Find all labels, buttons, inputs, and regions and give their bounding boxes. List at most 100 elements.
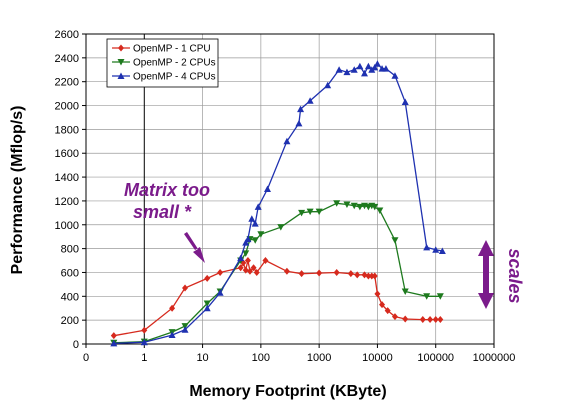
data-point bbox=[427, 316, 434, 324]
data-point bbox=[263, 185, 271, 192]
data-point bbox=[181, 326, 189, 333]
data-point bbox=[306, 97, 314, 104]
data-point bbox=[438, 247, 446, 254]
series-line bbox=[113, 259, 441, 337]
annotation-small: small * bbox=[133, 202, 192, 222]
series-layer bbox=[110, 60, 446, 347]
data-point bbox=[277, 224, 285, 231]
data-point bbox=[244, 257, 251, 265]
data-point bbox=[141, 326, 148, 334]
x-tick-label: 1000000 bbox=[473, 352, 516, 364]
series-3 bbox=[110, 60, 446, 347]
data-point bbox=[216, 289, 224, 296]
data-point bbox=[316, 269, 323, 277]
y-tick-label: 200 bbox=[61, 315, 79, 327]
data-point bbox=[203, 304, 211, 312]
x-tick-label: 10 bbox=[196, 352, 208, 364]
data-point bbox=[423, 293, 431, 300]
data-point bbox=[419, 316, 426, 324]
data-point bbox=[295, 119, 303, 127]
data-point bbox=[371, 272, 378, 280]
data-point bbox=[401, 98, 409, 105]
data-point bbox=[182, 284, 189, 292]
data-point bbox=[315, 208, 323, 216]
series-line bbox=[113, 202, 441, 344]
data-point bbox=[283, 267, 290, 275]
data-point bbox=[364, 62, 372, 70]
data-point bbox=[324, 81, 332, 89]
data-point bbox=[333, 200, 341, 207]
data-point bbox=[297, 105, 305, 113]
data-point bbox=[356, 62, 364, 70]
arrow-down-right bbox=[184, 232, 205, 263]
data-point bbox=[169, 304, 176, 312]
legend: OpenMP - 1 CPU OpenMP - 2 CPUs OpenMP - 4 … bbox=[106, 38, 219, 88]
y-tick-label: 0 bbox=[73, 339, 79, 351]
x-tick-label: 100 bbox=[252, 352, 270, 364]
legend-item-3: OpenMP - 4 CPUs bbox=[112, 72, 216, 83]
data-point bbox=[360, 69, 368, 77]
legend-label: OpenMP - 2 CPUs bbox=[133, 58, 216, 69]
data-point bbox=[436, 293, 444, 300]
data-point bbox=[250, 264, 257, 272]
series-1 bbox=[110, 257, 444, 340]
data-point bbox=[391, 313, 398, 321]
data-point bbox=[391, 237, 399, 244]
y-tick-label: 2400 bbox=[55, 53, 79, 65]
legend-label: OpenMP - 1 CPU bbox=[133, 44, 211, 55]
data-point bbox=[343, 201, 351, 208]
data-point bbox=[242, 239, 250, 246]
y-tick-label: 1200 bbox=[55, 196, 79, 208]
data-point bbox=[168, 331, 176, 339]
legend-label: OpenMP - 4 CPUs bbox=[133, 72, 216, 83]
data-point bbox=[203, 300, 211, 307]
series-2 bbox=[110, 200, 444, 347]
data-point bbox=[254, 203, 262, 210]
y-tick-label: 2600 bbox=[55, 29, 79, 41]
data-point bbox=[110, 339, 118, 347]
y-tick-label: 1600 bbox=[55, 148, 79, 160]
data-point bbox=[251, 220, 259, 227]
data-point bbox=[402, 315, 409, 323]
data-point bbox=[237, 264, 244, 272]
double-arrow-vertical bbox=[478, 240, 494, 309]
annotation-scales: scales bbox=[505, 248, 525, 303]
data-point bbox=[117, 72, 125, 79]
data-point bbox=[379, 301, 386, 309]
data-point bbox=[140, 338, 148, 346]
data-point bbox=[257, 231, 265, 238]
axis-ticks: 0200400600800100012001400160018002000220… bbox=[55, 29, 516, 364]
data-point bbox=[423, 243, 431, 251]
data-point bbox=[298, 270, 305, 278]
data-point bbox=[401, 288, 409, 296]
data-point bbox=[110, 332, 117, 340]
data-point bbox=[347, 270, 354, 278]
annotations: Matrix too small * scales bbox=[124, 180, 525, 309]
legend-item-2: OpenMP - 2 CPUs bbox=[112, 58, 216, 69]
data-point bbox=[118, 44, 124, 52]
data-point bbox=[298, 209, 306, 217]
data-point bbox=[283, 137, 291, 145]
data-point bbox=[242, 250, 250, 257]
y-tick-label: 1000 bbox=[55, 220, 79, 232]
x-axis-title: Memory Footprint (KByte) bbox=[189, 383, 386, 400]
y-tick-label: 1800 bbox=[55, 124, 79, 136]
y-axis-title: Performance (Mflop/s) bbox=[9, 106, 26, 275]
data-point bbox=[253, 268, 260, 276]
y-tick-label: 800 bbox=[61, 244, 79, 256]
x-tick-label: 1 bbox=[141, 352, 147, 364]
data-point bbox=[373, 60, 381, 67]
data-point bbox=[382, 65, 390, 72]
data-point bbox=[432, 246, 440, 253]
data-point bbox=[356, 203, 364, 211]
data-point bbox=[371, 203, 379, 211]
data-point bbox=[204, 274, 211, 282]
data-point bbox=[262, 257, 269, 265]
x-tick-label: 1000 bbox=[307, 352, 331, 364]
data-point bbox=[376, 207, 384, 214]
data-point bbox=[217, 268, 224, 276]
data-point bbox=[335, 66, 343, 73]
annotation-matrix-too: Matrix too bbox=[124, 180, 210, 200]
legend-box bbox=[106, 38, 219, 88]
